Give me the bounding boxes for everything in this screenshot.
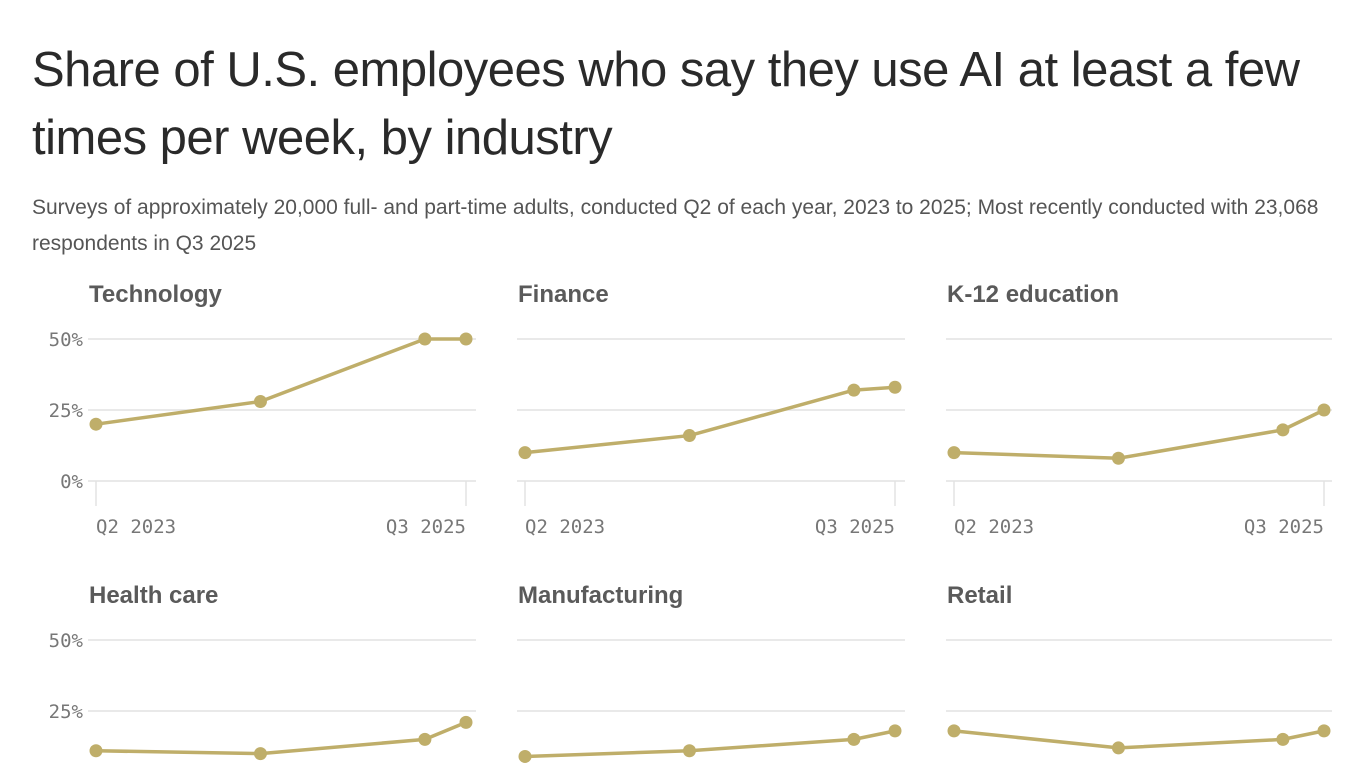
data-point [947,446,961,460]
series-line [524,729,896,759]
y-tick-label: 25% [49,400,84,422]
data-point [418,732,432,746]
data-point [1111,741,1125,755]
data-point [1317,403,1331,417]
data-point [888,724,902,738]
y-tick-label: 50% [49,329,84,351]
x-tick-label: Q2 2023 [96,516,176,538]
data-point [518,446,532,460]
data-point [1276,423,1290,437]
data-point [682,429,696,443]
data-point [518,749,532,763]
y-tick-label: 25% [49,701,84,723]
data-point [1317,724,1331,738]
panel-title: Manufacturing [518,582,683,609]
data-point [1111,451,1125,465]
data-point [1276,732,1290,746]
data-point [89,417,103,431]
data-point [947,724,961,738]
panel-title: Technology [89,281,223,308]
y-tick-label: 50% [49,630,84,652]
x-tick-label: Q2 2023 [525,516,605,538]
data-point [418,332,432,346]
data-point [253,747,267,761]
data-point [847,732,861,746]
data-point [682,744,696,758]
panel-title: K-12 education [947,281,1119,308]
data-point [847,383,861,397]
data-point [459,332,473,346]
x-tick-label: Q3 2025 [386,516,466,538]
y-tick-label: 0% [60,471,83,493]
series-line [524,385,896,455]
series-line [95,720,467,756]
panel-title: Retail [947,582,1012,609]
chart-subtitle: Surveys of approximately 20,000 full- an… [32,196,1319,255]
chart-title: Share of U.S. employees who say they use… [32,43,1300,165]
series-line [953,408,1325,461]
data-point [89,744,103,758]
x-tick-label: Q2 2023 [954,516,1034,538]
panel-title: Finance [518,281,609,308]
series-line [953,729,1325,750]
data-point [253,394,267,408]
x-tick-label: Q3 2025 [815,516,895,538]
series-line [95,337,466,426]
data-point [459,715,473,729]
x-tick-label: Q3 2025 [1244,516,1324,538]
data-point [888,380,902,394]
panel-title: Health care [89,582,218,609]
